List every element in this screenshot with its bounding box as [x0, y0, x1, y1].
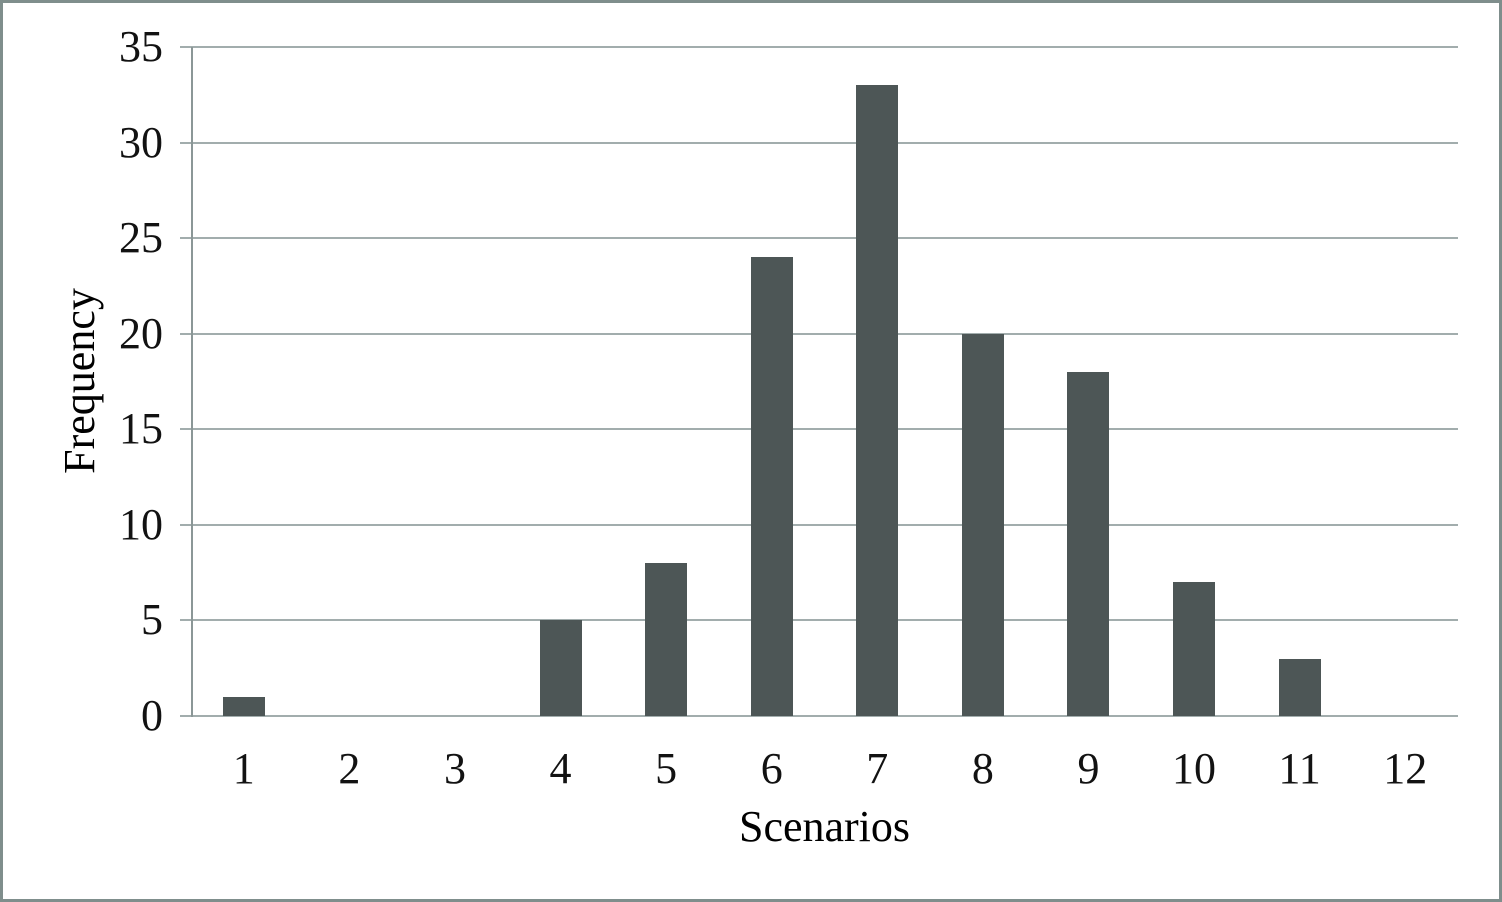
x-tick-label-12: 12: [1383, 744, 1428, 793]
y-axis-title: Frequency: [55, 288, 104, 474]
bar-scenario-4: [539, 620, 582, 716]
bar-scenario-7: [856, 85, 899, 716]
y-tick-label-20: 20: [119, 308, 163, 358]
bar-scenario-11: [1278, 658, 1321, 716]
gridline-20: [180, 332, 1458, 335]
bar-scenario-6: [750, 257, 793, 716]
x-tick-label-11: 11: [1278, 744, 1321, 793]
x-tick-label-1: 1: [232, 744, 255, 793]
gridline-30: [180, 141, 1458, 144]
x-tick-label-2: 2: [338, 744, 361, 793]
x-tick-label-7: 7: [866, 744, 889, 793]
bar-scenario-8: [961, 333, 1004, 716]
y-axis-line: [191, 47, 193, 717]
bar-scenario-5: [645, 563, 688, 716]
gridline-10: [180, 523, 1458, 526]
x-axis-title: Scenarios: [738, 802, 911, 851]
x-tick-label-6: 6: [760, 744, 783, 793]
gridline-0: [180, 715, 1458, 717]
x-tick-label-9: 9: [1077, 744, 1100, 793]
gridline-35: [180, 46, 1458, 48]
bar-scenario-10: [1173, 582, 1216, 716]
plot-area: 0 5 10 15 20 25 30 35 1 2 3 4 5 6 7 8 9 10 11 12: [3, 3, 1499, 899]
y-tick-label-35: 35: [119, 22, 163, 71]
y-tick-label-30: 30: [119, 117, 163, 167]
gridline-5: [180, 619, 1458, 622]
gridline-15: [180, 428, 1458, 431]
x-tick-label-5: 5: [655, 744, 678, 793]
y-tick-label-25: 25: [119, 213, 163, 263]
x-tick-label-8: 8: [971, 744, 994, 793]
y-tick-label-15: 15: [119, 404, 163, 454]
gridline-25: [180, 237, 1458, 240]
x-tick-label-4: 4: [549, 744, 572, 793]
y-tick-label-10: 10: [119, 499, 163, 549]
x-tick-label-10: 10: [1172, 744, 1217, 793]
y-tick-label-0: 0: [141, 691, 163, 740]
x-tick-label-3: 3: [443, 744, 466, 793]
y-tick-label-5: 5: [141, 595, 163, 645]
bar-scenario-9: [1067, 371, 1110, 716]
bar-scenario-1: [222, 696, 265, 716]
